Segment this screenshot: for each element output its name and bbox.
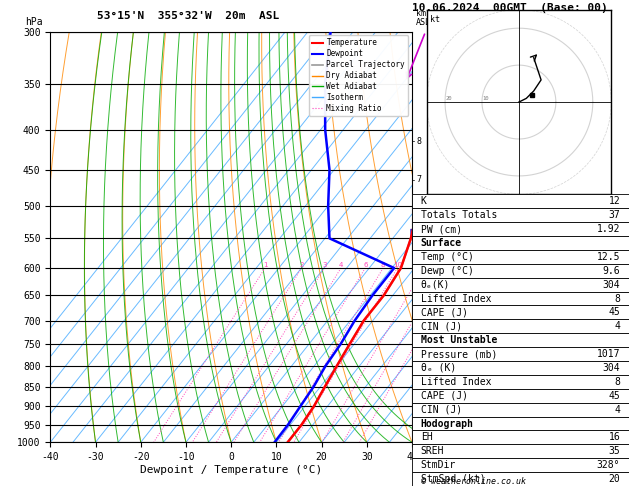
Text: 37: 37 — [609, 210, 620, 220]
Text: 16: 16 — [609, 433, 620, 442]
Bar — [412, 292, 629, 306]
Text: K: K — [421, 196, 426, 207]
Text: 1017: 1017 — [597, 349, 620, 359]
Text: 8: 8 — [615, 377, 620, 387]
Text: 7: 7 — [412, 175, 422, 184]
Text: CAPE (J): CAPE (J) — [421, 391, 468, 401]
Text: PW (cm): PW (cm) — [421, 224, 462, 234]
Text: hPa: hPa — [25, 17, 43, 28]
Bar — [412, 236, 629, 250]
Text: 4: 4 — [412, 287, 422, 295]
Text: LCL: LCL — [412, 429, 432, 438]
Text: 2: 2 — [299, 262, 304, 268]
Text: 5: 5 — [412, 250, 422, 259]
Text: kt: kt — [430, 15, 440, 24]
Bar — [412, 278, 629, 292]
Bar — [412, 375, 629, 389]
Bar — [412, 222, 629, 236]
Text: 8: 8 — [615, 294, 620, 304]
Text: CAPE (J): CAPE (J) — [421, 308, 468, 317]
Text: 10: 10 — [393, 262, 402, 268]
Bar — [412, 347, 629, 361]
Text: 10: 10 — [482, 96, 489, 101]
Text: 1: 1 — [263, 262, 267, 268]
Text: 12.5: 12.5 — [597, 252, 620, 262]
Text: 3: 3 — [322, 262, 326, 268]
Text: θₑ(K): θₑ(K) — [421, 279, 450, 290]
Bar — [412, 306, 629, 319]
Text: km
ASL: km ASL — [416, 10, 431, 28]
Text: 6: 6 — [412, 213, 422, 222]
Bar — [412, 403, 629, 417]
Bar — [412, 208, 629, 222]
Bar — [412, 417, 629, 431]
Bar — [412, 194, 629, 208]
Text: Pressure (mb): Pressure (mb) — [421, 349, 497, 359]
Bar — [412, 361, 629, 375]
Text: 1: 1 — [412, 397, 422, 405]
Text: 328°: 328° — [597, 460, 620, 470]
Text: 45: 45 — [609, 308, 620, 317]
Legend: Temperature, Dewpoint, Parcel Trajectory, Dry Adiabat, Wet Adiabat, Isotherm, Mi: Temperature, Dewpoint, Parcel Trajectory… — [309, 35, 408, 116]
Text: Mixing Ratio (g/kg): Mixing Ratio (g/kg) — [455, 190, 464, 284]
Text: 9.6: 9.6 — [603, 266, 620, 276]
Text: 53°15'N  355°32'W  20m  ASL: 53°15'N 355°32'W 20m ASL — [97, 11, 279, 21]
Text: 12: 12 — [609, 196, 620, 207]
X-axis label: Dewpoint / Temperature (°C): Dewpoint / Temperature (°C) — [140, 465, 322, 475]
Bar — [412, 444, 629, 458]
Text: Most Unstable: Most Unstable — [421, 335, 497, 345]
Text: 304: 304 — [603, 279, 620, 290]
Text: 4: 4 — [339, 262, 343, 268]
Text: SREH: SREH — [421, 446, 444, 456]
Bar — [412, 319, 629, 333]
Text: 304: 304 — [603, 363, 620, 373]
Text: 8: 8 — [412, 137, 422, 146]
Text: 8: 8 — [381, 262, 386, 268]
Text: Dewp (°C): Dewp (°C) — [421, 266, 474, 276]
Bar — [412, 389, 629, 403]
Text: © weatheronline.co.uk: © weatheronline.co.uk — [421, 477, 526, 486]
Text: 1.92: 1.92 — [597, 224, 620, 234]
Text: StmSpd (kt): StmSpd (kt) — [421, 474, 486, 484]
Bar — [412, 250, 629, 264]
Text: 4: 4 — [615, 405, 620, 415]
Text: 20: 20 — [609, 474, 620, 484]
Text: Lifted Index: Lifted Index — [421, 294, 491, 304]
Bar — [412, 333, 629, 347]
Text: CIN (J): CIN (J) — [421, 405, 462, 415]
Text: 10.06.2024  00GMT  (Base: 00): 10.06.2024 00GMT (Base: 00) — [412, 3, 608, 13]
Text: θₑ (K): θₑ (K) — [421, 363, 456, 373]
Text: 35: 35 — [609, 446, 620, 456]
Text: 45: 45 — [609, 391, 620, 401]
Text: Lifted Index: Lifted Index — [421, 377, 491, 387]
Text: Temp (°C): Temp (°C) — [421, 252, 474, 262]
Bar — [412, 472, 629, 486]
Text: Totals Totals: Totals Totals — [421, 210, 497, 220]
Text: 4: 4 — [615, 321, 620, 331]
Text: Surface: Surface — [421, 238, 462, 248]
Text: 6: 6 — [363, 262, 367, 268]
Text: 20: 20 — [445, 96, 452, 101]
Text: StmDir: StmDir — [421, 460, 456, 470]
Text: CIN (J): CIN (J) — [421, 321, 462, 331]
Text: 2: 2 — [412, 360, 422, 368]
Bar — [412, 264, 629, 278]
Text: EH: EH — [421, 433, 432, 442]
Text: 3: 3 — [412, 323, 422, 332]
Bar — [412, 458, 629, 472]
Text: Hodograph: Hodograph — [421, 418, 474, 429]
Bar — [412, 431, 629, 444]
